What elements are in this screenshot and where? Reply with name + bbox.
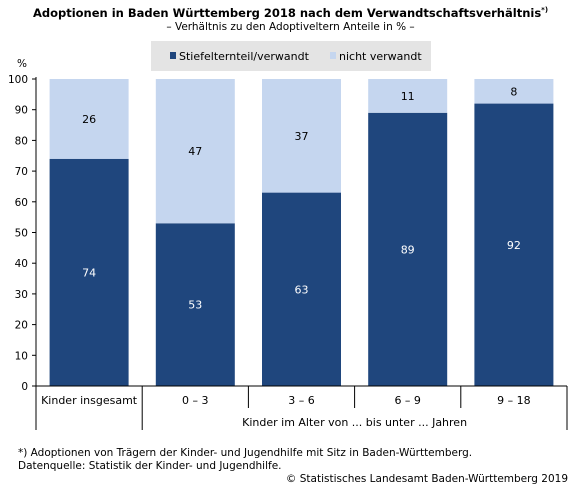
- bar-segment: [368, 112, 448, 387]
- y-tick-label: 10: [15, 350, 28, 362]
- x-tick-label: 0 – 3: [182, 394, 209, 407]
- bar-segment: [368, 79, 448, 113]
- y-tick-label: 90: [15, 105, 28, 117]
- data-label: 53: [188, 299, 202, 312]
- bar-segment: [262, 192, 341, 386]
- title-text: Adoptionen in Baden Württemberg 2018 nac…: [32, 6, 542, 20]
- y-tick-label: 40: [15, 258, 28, 270]
- chart-title: Adoptionen in Baden Württemberg 2018 nac…: [0, 6, 581, 20]
- bar-segment: [262, 79, 341, 193]
- data-label: 8: [510, 85, 517, 98]
- y-tick-label: 20: [15, 320, 28, 332]
- x-group-label: Kinder im Alter von ... bis unter ... Ja…: [242, 416, 467, 429]
- copyright: © Statistisches Landesamt Baden-Württemb…: [285, 473, 568, 485]
- y-tick-label: 100: [8, 74, 28, 86]
- bar-segment: [155, 223, 235, 386]
- data-label: 26: [82, 113, 96, 126]
- y-tick-label: 70: [15, 166, 28, 178]
- x-tick-label: 6 – 9: [394, 394, 421, 407]
- y-tick-label: 0: [21, 381, 28, 393]
- data-label: 89: [401, 243, 415, 256]
- stacked-bar-chart: Stiefelternteil/verwandt nicht verwandt% 7…: [8, 41, 568, 430]
- y-tick-label: 50: [15, 228, 28, 240]
- bar-segment: [155, 79, 235, 224]
- chart-subtitle: – Verhältnis zu den Adoptiveltern Anteil…: [166, 21, 415, 33]
- data-label: 74: [82, 266, 96, 279]
- x-tick-label: 9 – 18: [497, 394, 531, 407]
- x-tick-label: Kinder insgesamt: [41, 394, 138, 407]
- bar-segment: [474, 79, 554, 104]
- legend-box: [151, 41, 431, 71]
- data-label: 63: [295, 283, 309, 296]
- legend-swatch: [170, 52, 176, 59]
- data-label: 37: [295, 130, 309, 143]
- legend-label: nicht verwandt: [339, 50, 422, 63]
- legend-swatch: [330, 52, 336, 59]
- bar-segment: [474, 103, 554, 386]
- data-label: 92: [507, 239, 521, 252]
- bar-segment: [49, 79, 129, 159]
- legend-label: Stiefelternteil/verwandt: [179, 50, 310, 63]
- title-footnote-marker: *): [541, 6, 549, 15]
- y-tick-label: 30: [15, 289, 28, 301]
- data-label: 11: [401, 90, 415, 103]
- data-label: 47: [188, 145, 202, 158]
- y-axis-unit: %: [17, 58, 27, 70]
- bar-segment: [49, 158, 129, 386]
- footnote-line: *) Adoptionen von Trägern der Kinder- un…: [18, 447, 473, 459]
- y-tick-label: 60: [15, 197, 28, 209]
- data-source-line: Datenquelle: Statistik der Kinder- und J…: [18, 460, 282, 472]
- footnote: *) Adoptionen von Trägern der Kinder- un…: [18, 447, 472, 473]
- x-tick-label: 3 – 6: [288, 394, 315, 407]
- y-tick-label: 80: [15, 135, 28, 147]
